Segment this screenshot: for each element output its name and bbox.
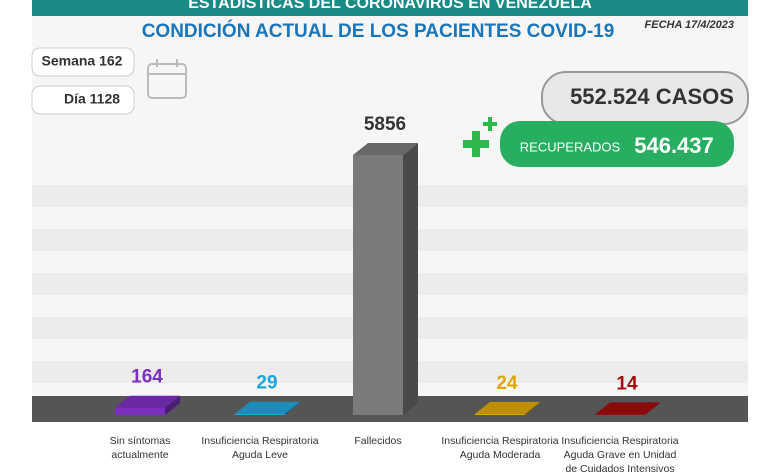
bar-top xyxy=(115,395,180,408)
value-label: 29 xyxy=(256,373,277,394)
chart-title: CONDICIÓN ACTUAL DE LOS PACIENTES COVID-… xyxy=(142,20,615,42)
day: Día 1128 xyxy=(64,91,120,107)
value-label: 24 xyxy=(496,373,518,394)
banner xyxy=(32,0,748,16)
bar xyxy=(235,413,285,415)
label-area xyxy=(32,422,748,470)
bar-side xyxy=(525,401,540,415)
value-label: 164 xyxy=(131,367,163,388)
recovered-value: 546.437 xyxy=(634,133,714,158)
category-label: Insuficiencia Respiratoria Aguda Leve xyxy=(201,435,319,461)
date: FECHA 17/4/2023 xyxy=(645,19,734,31)
category-label: Fallecidos xyxy=(354,435,402,447)
value-label: 14 xyxy=(616,373,638,394)
bar-top xyxy=(235,401,300,414)
bar xyxy=(353,155,403,415)
calendar-icon xyxy=(147,59,187,99)
plus-icon xyxy=(463,117,497,157)
bar-side xyxy=(645,402,660,415)
recovered-box xyxy=(500,121,734,167)
cases: 552.524 CASOS xyxy=(570,84,734,109)
recovered-label: RECUPERADOS xyxy=(520,139,621,154)
bar-side xyxy=(165,395,180,415)
bar-side xyxy=(285,401,300,415)
category-label: Insuficiencia Respiratoria Aguda Moderad… xyxy=(441,435,559,461)
bar-top xyxy=(475,401,540,414)
bar xyxy=(115,407,165,415)
category-label: Sin síntomas actualmente xyxy=(109,435,171,461)
bar-side xyxy=(403,143,418,415)
bar xyxy=(475,413,525,415)
banner-text: ESTADÍSTICAS DEL CORONAVIRUS EN VENEZUEL… xyxy=(188,0,592,12)
bar-top xyxy=(595,402,660,415)
week-box xyxy=(31,47,135,77)
bar xyxy=(595,414,645,415)
bar-top xyxy=(353,143,418,155)
week: Semana 162 xyxy=(42,53,123,69)
value-label: 5856 xyxy=(364,114,406,135)
day-box xyxy=(31,85,135,115)
